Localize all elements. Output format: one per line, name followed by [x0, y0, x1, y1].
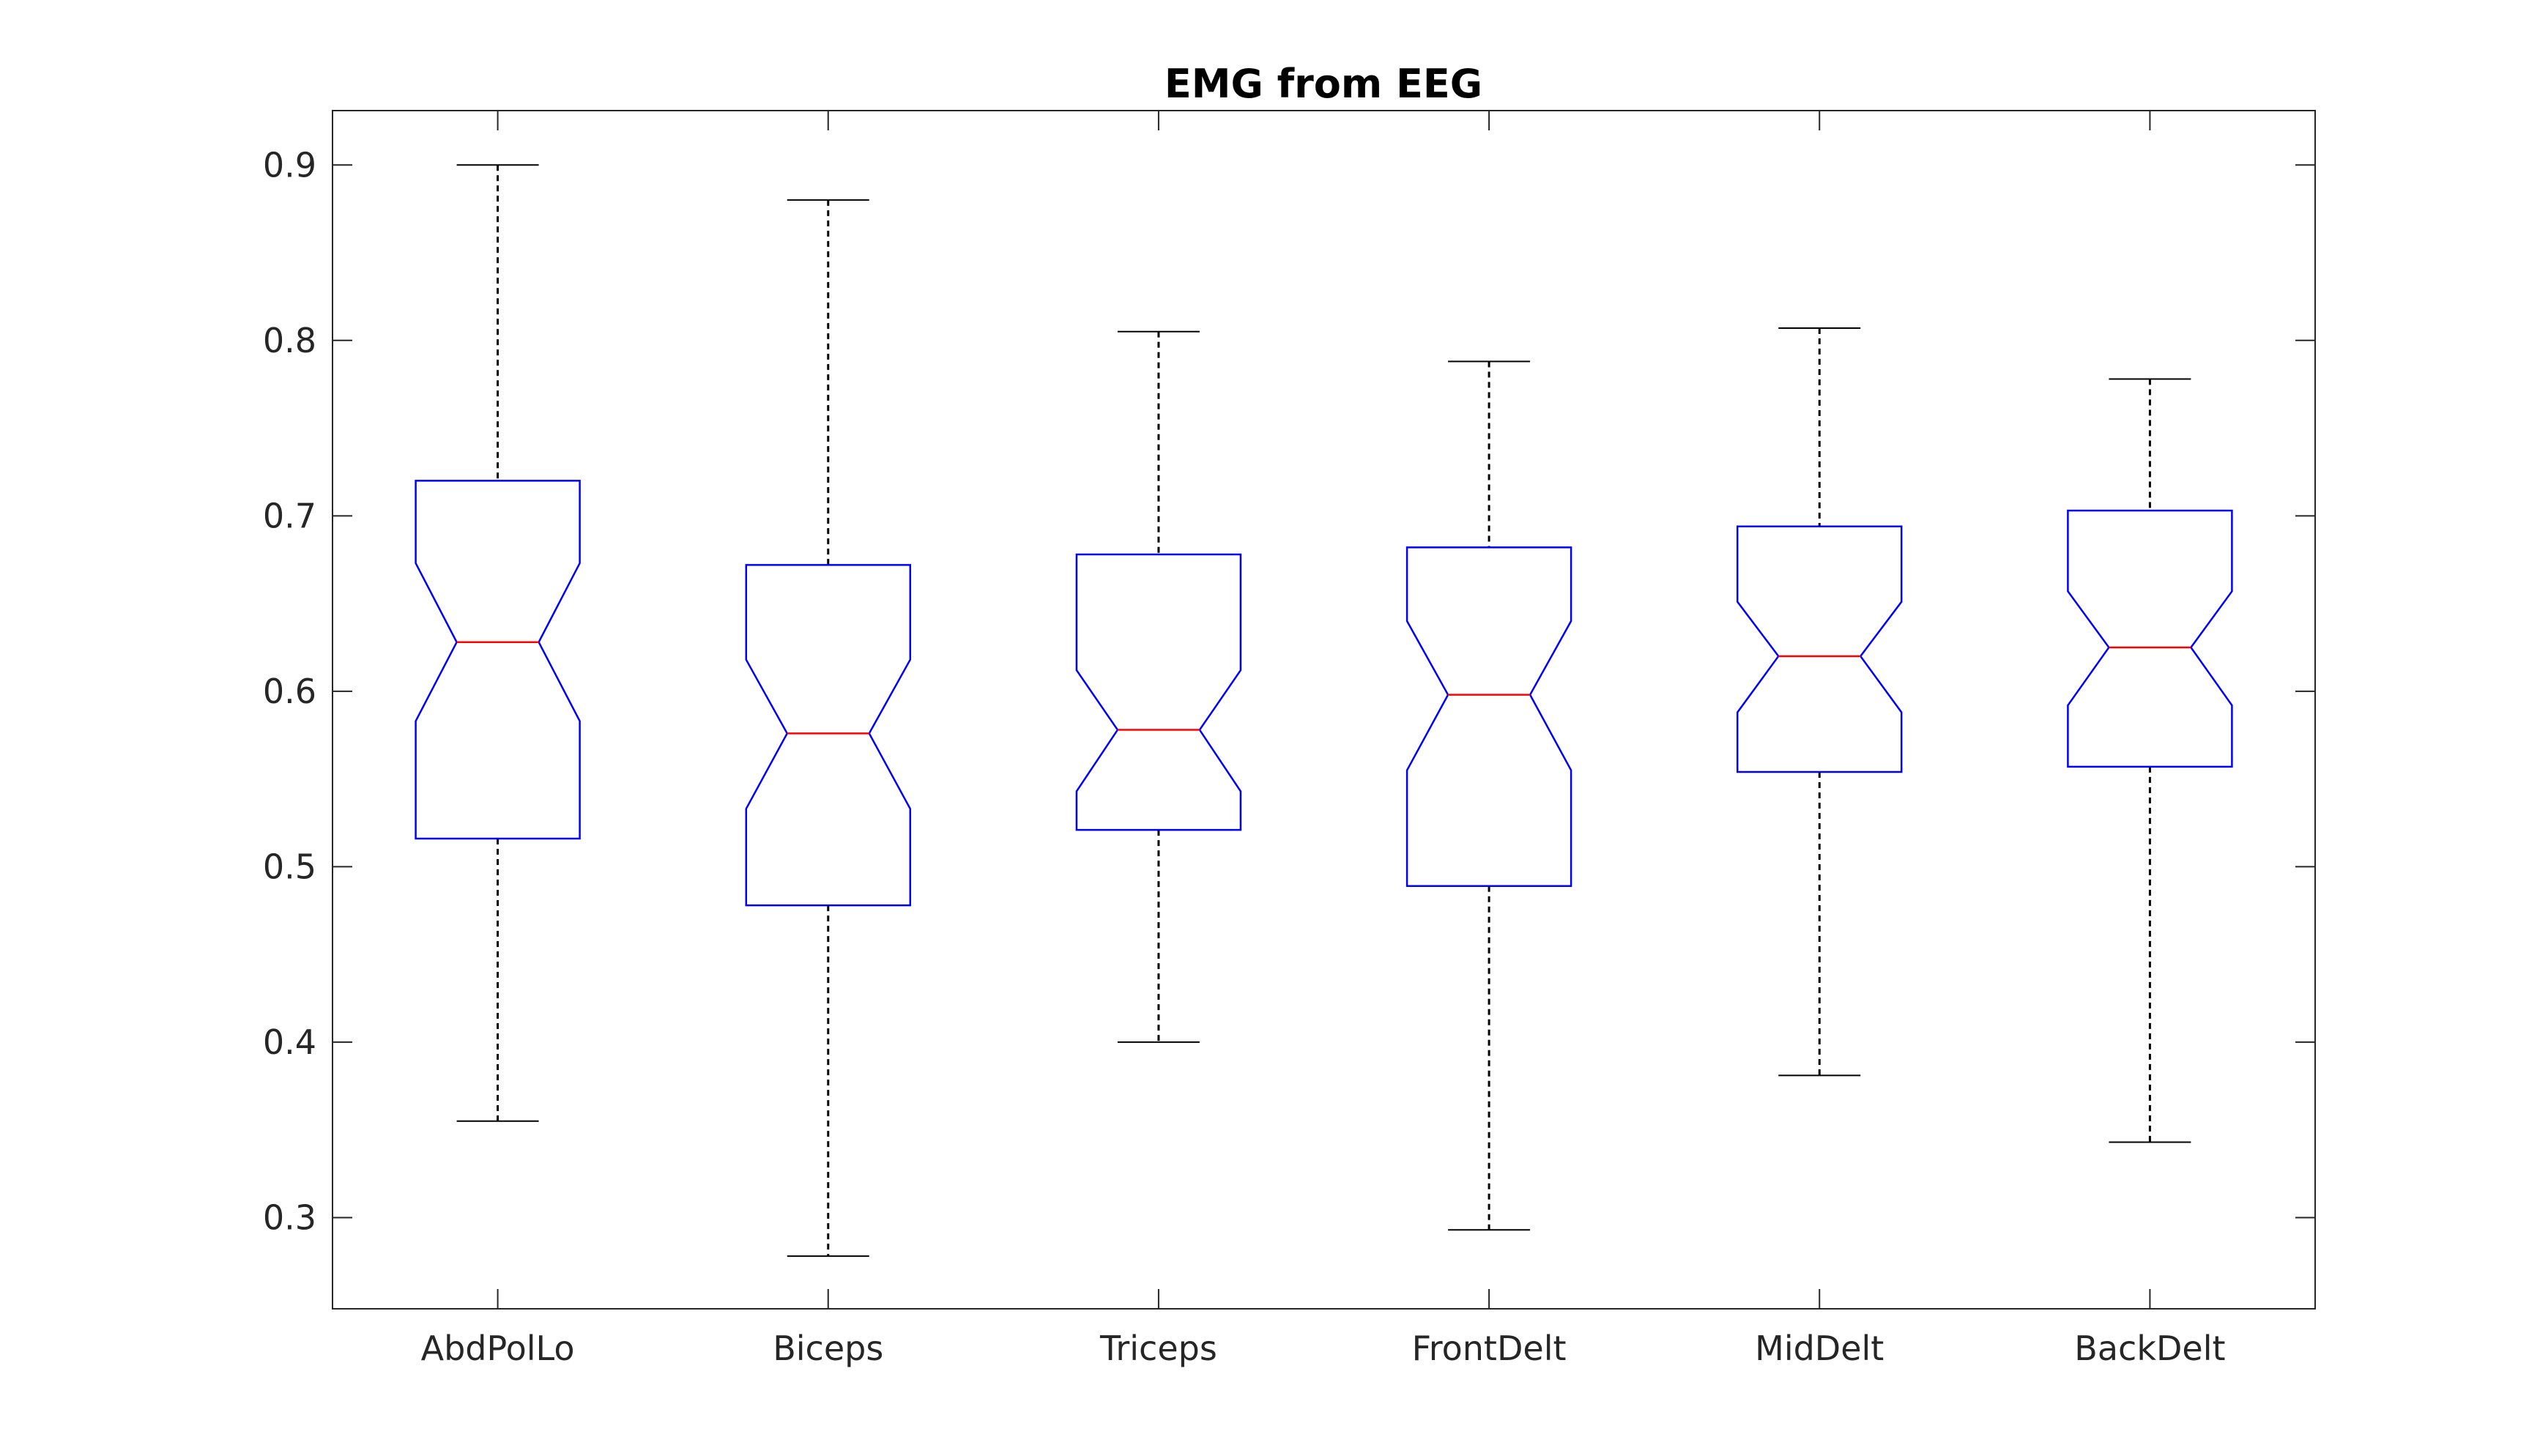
- notched-box: [415, 480, 581, 840]
- box-Triceps: [1075, 330, 1242, 1043]
- notched-box: [1075, 553, 1242, 831]
- y-tick-label: 0.9: [263, 145, 316, 185]
- notched-box: [745, 564, 911, 907]
- y-tick-label: 0.7: [263, 496, 316, 535]
- y-tick-label: 0.8: [263, 321, 316, 360]
- chart-title: EMG from EEG: [1165, 61, 1482, 107]
- box-Biceps: [745, 199, 911, 1258]
- y-tick-label: 0.6: [263, 672, 316, 711]
- box-AbdPolLo: [415, 164, 581, 1122]
- notched-box: [1405, 546, 1572, 887]
- y-tick-label: 0.5: [263, 847, 316, 886]
- x-tick-label: Biceps: [773, 1329, 883, 1368]
- x-tick-label: FrontDelt: [1412, 1329, 1567, 1368]
- notched-box: [2067, 509, 2233, 768]
- x-tick-label: Triceps: [1099, 1329, 1217, 1368]
- box-MidDelt: [1737, 327, 1903, 1077]
- x-tick-label: BackDelt: [2074, 1329, 2225, 1368]
- box-BackDelt: [2067, 378, 2233, 1143]
- plot-area: [332, 110, 2316, 1310]
- notched-box: [1737, 525, 1903, 773]
- box-FrontDelt: [1405, 360, 1572, 1231]
- x-tick-label: MidDelt: [1755, 1329, 1884, 1368]
- y-tick-label: 0.3: [263, 1197, 316, 1237]
- y-tick-label: 0.4: [263, 1022, 316, 1062]
- x-tick-label: AbdPolLo: [421, 1329, 575, 1368]
